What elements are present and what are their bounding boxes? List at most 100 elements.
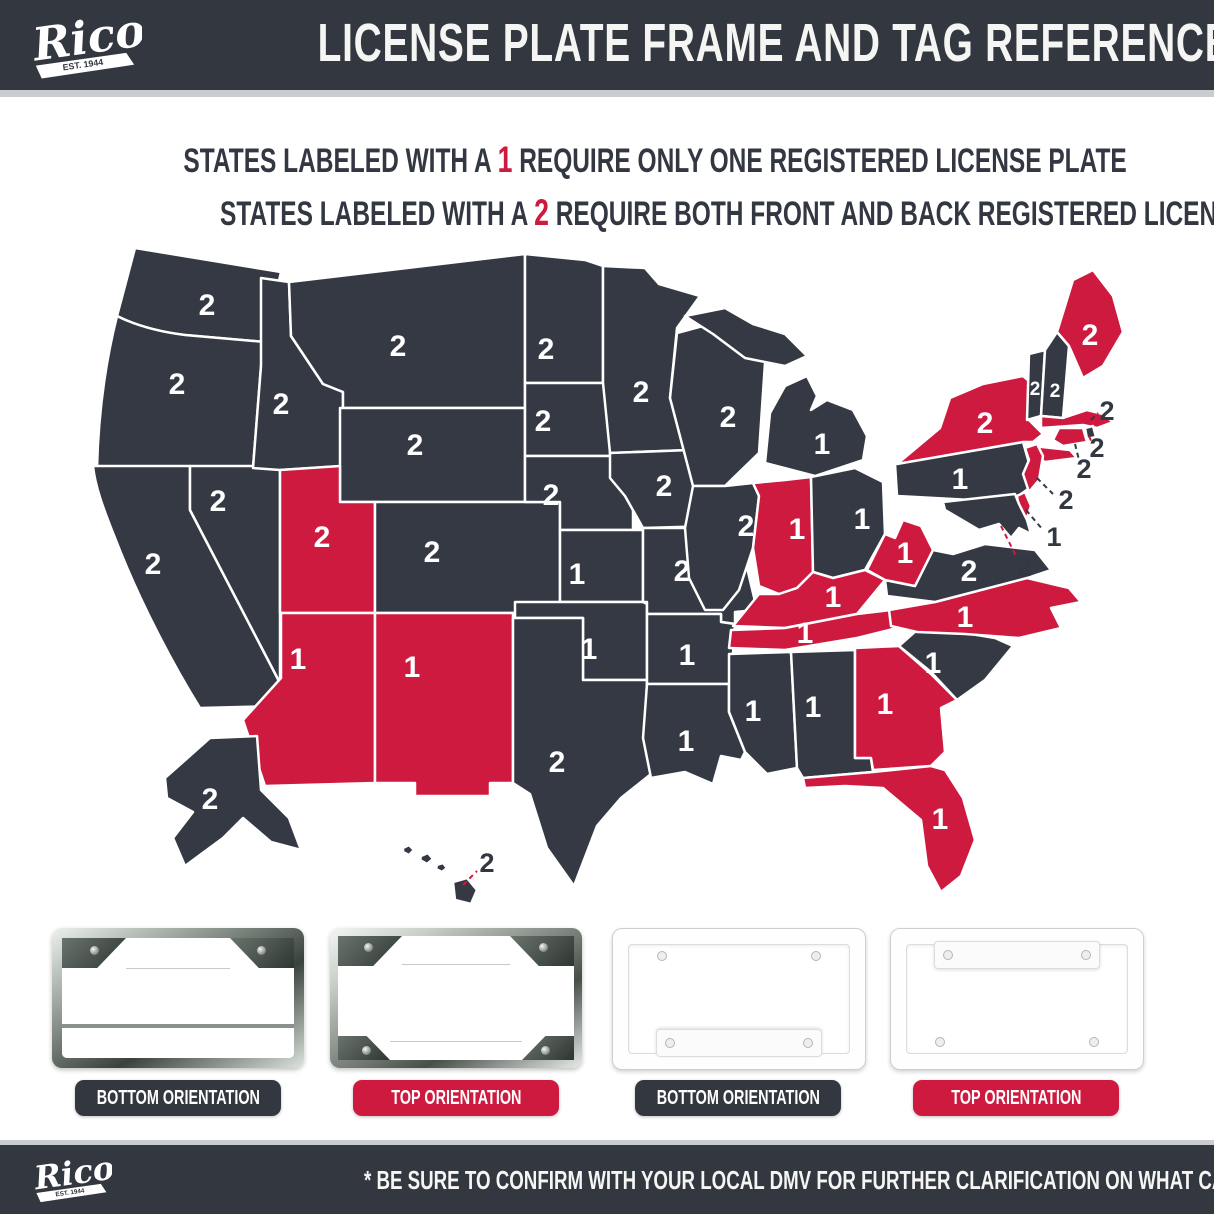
callout-HI-plate-count: 2 [479,848,494,878]
state-ND-plate-count: 2 [538,333,555,366]
state-VT-plate-count: 2 [1030,379,1041,400]
state-FL-plate-count: 1 [932,803,949,836]
state-VA-plate-count: 2 [961,555,978,588]
state-NE-plate-count: 2 [543,479,560,512]
header-bar: Rico EST. 1944 LICENSE PLATE FRAME AND T… [0,0,1214,97]
state-WV-plate-count: 1 [897,537,914,570]
dmv-disclaimer: * BE SURE TO CONFIRM WITH YOUR LOCAL DMV… [363,1165,1214,1195]
rico-logo-footer: Rico EST. 1944 [31,1150,112,1203]
state-IL [683,481,761,612]
state-ME-plate-count: 2 [1082,319,1099,352]
frame-bottom-banner [62,1024,294,1058]
page-title: LICENSE PLATE FRAME AND TAG REFERENCE [317,13,1214,73]
callout-CT-plate-count: 2 [1076,454,1091,484]
state-SD-plate-count: 2 [535,405,552,438]
logo-swash [35,52,135,79]
state-NC-plate-count: 1 [957,601,974,634]
state-ME [1055,268,1125,380]
state-CO-plate-count: 2 [424,536,441,569]
legend-red-2: 2 [534,192,549,233]
callout-line-MA [1090,412,1099,421]
state-SC-plate-count: 1 [925,647,942,680]
state-MT [287,252,527,410]
state-MI-plate-count: 1 [814,428,831,461]
state-KY-plate-count: 1 [825,581,842,614]
state-MI [683,306,869,478]
state-IL-plate-count: 2 [738,510,755,543]
state-WY [338,406,527,504]
legend-line-1: STATES LABELED WITH A 1 REQUIRE ONLY ONE… [183,139,1127,180]
state-TN-plate-count: 1 [797,617,814,650]
state-TX-plate-count: 2 [549,746,566,779]
state-MO-plate-count: 2 [674,555,691,588]
legend-line-2: STATES LABELED WITH A 2 REQUIRE BOTH FRO… [219,192,1214,233]
rico-logo: Rico EST. 1944 [28,6,142,79]
state-WI-plate-count: 2 [720,401,737,434]
callout-MD-plate-count: 2 [1016,552,1031,582]
footer-bar: Rico EST. 1944 * BE SURE TO CONFIRM WITH… [0,1140,1214,1214]
callout-RI-plate-count: 2 [1089,433,1104,463]
state-MA [1039,408,1115,430]
state-NM [373,611,515,798]
state-MD [941,492,1033,540]
state-ID-plate-count: 2 [273,388,290,421]
label-bottom-orientation-1: BOTTOM ORIENTATION [75,1080,281,1116]
frame-bottom-tab [655,1029,823,1057]
state-AL-plate-count: 1 [805,691,822,724]
callout-line-NJ [1036,477,1054,495]
state-KS-plate-count: 1 [569,558,586,591]
state-LA-plate-count: 1 [678,725,695,758]
svg-text:EST. 1944: EST. 1944 [55,1187,85,1198]
state-WV [865,518,935,588]
state-PA-plate-count: 1 [952,463,969,496]
legend-red-1: 1 [497,139,513,180]
state-HI [401,843,479,906]
callout-line-HI [462,870,478,886]
state-CT [1051,426,1089,448]
state-OK-plate-count: 1 [581,633,598,666]
callout-NJ-plate-count: 2 [1058,485,1073,515]
state-NH [1039,330,1071,420]
callout-line-RI [1088,435,1093,444]
state-WA-plate-count: 2 [199,289,216,322]
legend: STATES LABELED WITH A 1 REQUIRE ONLY ONE… [0,134,1214,240]
frame-top-tab [933,941,1101,969]
state-OR-plate-count: 2 [169,368,186,401]
callout-MA-plate-count: 2 [1099,396,1114,426]
state-CA-plate-count: 2 [145,548,162,581]
state-NJ [1021,442,1045,494]
state-WY-plate-count: 2 [407,429,424,462]
state-AK [163,734,303,868]
state-FL [801,764,977,894]
state-IN-plate-count: 1 [789,513,806,546]
state-TX [511,616,653,888]
state-CA [91,464,282,710]
plastic-frame-bottom-photo [612,928,866,1070]
state-AR-plate-count: 1 [679,639,696,672]
chrome-frame-bottom-photo [52,928,304,1068]
callout-line-CT [1074,443,1080,461]
state-OH-plate-count: 1 [854,503,871,536]
label-top-orientation-2: TOP ORIENTATION [913,1080,1119,1116]
label-top-orientation-1: TOP ORIENTATION [353,1080,559,1116]
callout-line-MD [1000,525,1018,559]
callout-line-DE [1025,509,1044,531]
state-NY-plate-count: 2 [977,407,994,440]
state-NV-plate-count: 2 [210,485,227,518]
state-IA-plate-count: 2 [656,470,673,503]
callout-DE-plate-count: 1 [1046,522,1061,552]
state-NM-plate-count: 1 [404,651,421,684]
label-bottom-orientation-2: BOTTOM ORIENTATION [635,1080,841,1116]
state-GA-plate-count: 1 [877,688,894,721]
state-AK-plate-count: 2 [202,783,219,816]
state-NH-plate-count: 2 [1050,381,1061,402]
state-UT-plate-count: 2 [314,521,331,554]
state-AZ-plate-count: 1 [290,643,307,676]
state-MT-plate-count: 2 [390,330,407,363]
state-MS-plate-count: 1 [745,695,762,728]
chrome-frame-top-photo [330,928,582,1068]
plastic-frame-top-photo [890,928,1144,1070]
state-CO [373,500,562,615]
state-MN-plate-count: 2 [633,376,650,409]
